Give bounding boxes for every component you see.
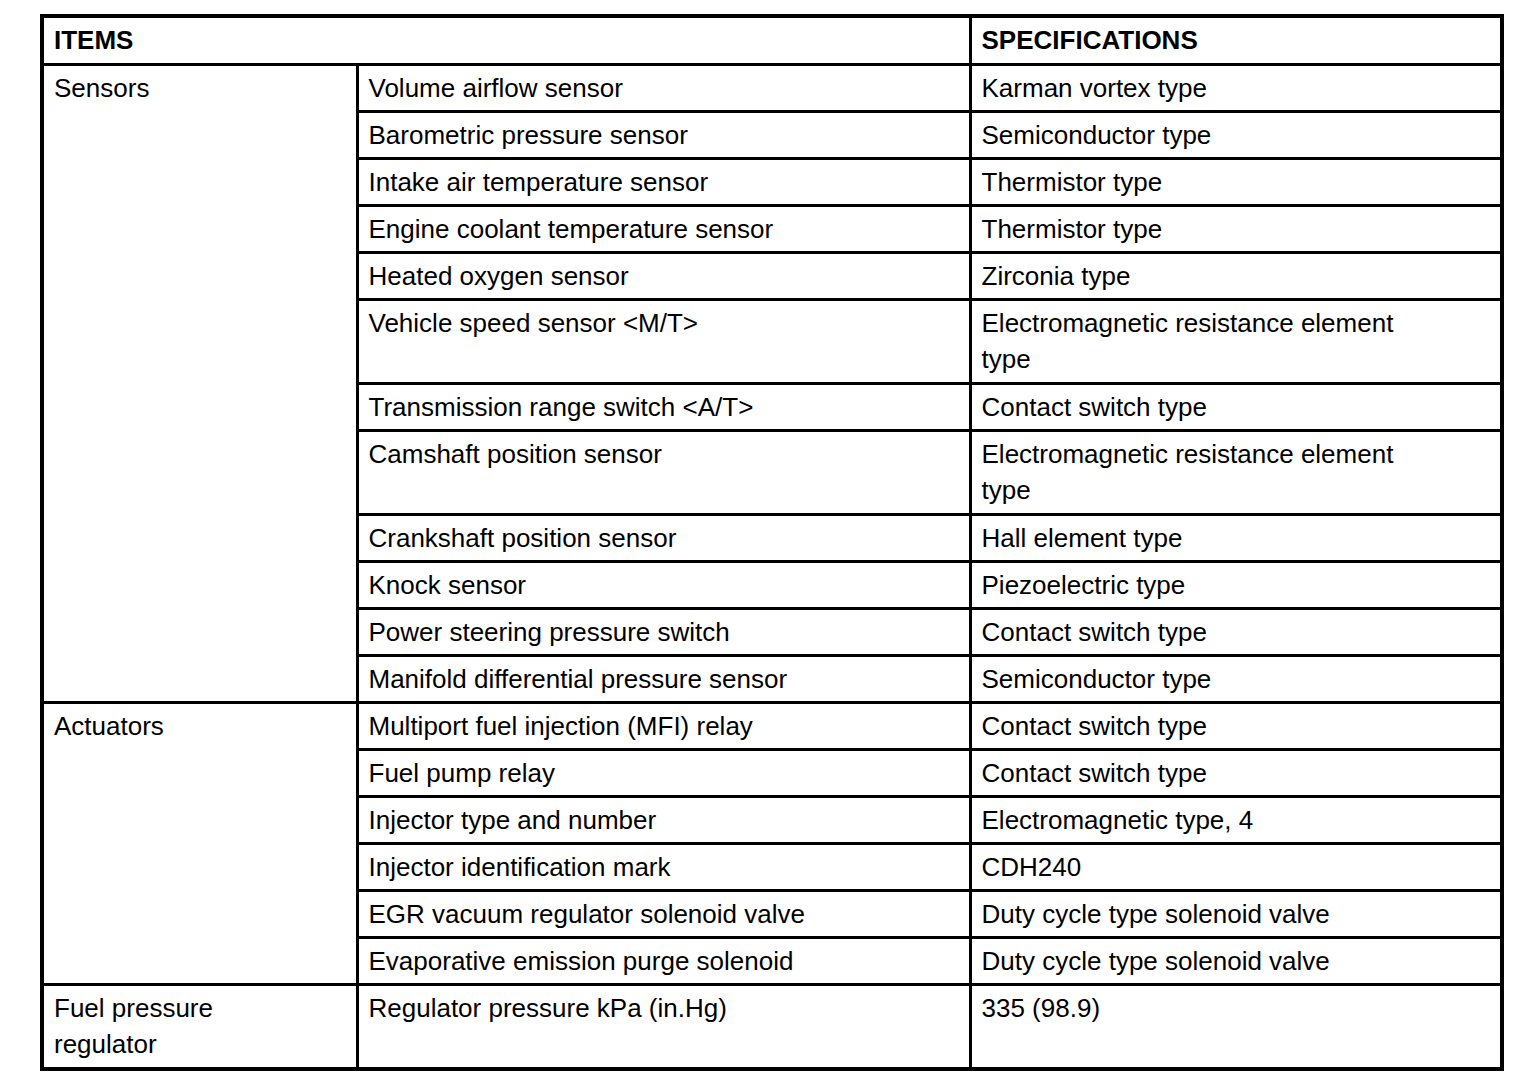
item-cell: Power steering pressure switch [357, 608, 970, 655]
category-cell-actuators: Actuators [42, 702, 357, 984]
spec-cell: Semiconductor type [970, 111, 1502, 158]
item-cell: Volume airflow sensor [357, 64, 970, 111]
spec-cell: Hall element type [970, 514, 1502, 561]
table-row: Sensors Volume airflow sensor Karman vor… [42, 64, 1502, 111]
spec-cell: Electromagnetic resistance element type [970, 430, 1502, 514]
spec-cell: Electromagnetic resistance element type [970, 299, 1502, 383]
specifications-table: ITEMS SPECIFICATIONS Sensors Volume airf… [40, 14, 1504, 1071]
column-header-specifications: SPECIFICATIONS [970, 16, 1502, 64]
spec-cell: Piezoelectric type [970, 561, 1502, 608]
table-row: Actuators Multiport fuel injection (MFI)… [42, 702, 1502, 749]
item-cell: Manifold differential pressure sensor [357, 655, 970, 702]
item-cell: Injector type and number [357, 796, 970, 843]
item-cell: Engine coolant temperature sensor [357, 205, 970, 252]
item-cell: EGR vacuum regulator solenoid valve [357, 890, 970, 937]
item-cell: Regulator pressure kPa (in.Hg) [357, 984, 970, 1069]
column-header-items: ITEMS [42, 16, 970, 64]
spec-cell: Contact switch type [970, 608, 1502, 655]
item-cell: Intake air temperature sensor [357, 158, 970, 205]
spec-cell: Duty cycle type solenoid valve [970, 937, 1502, 984]
spec-cell: Duty cycle type solenoid valve [970, 890, 1502, 937]
item-cell: Knock sensor [357, 561, 970, 608]
spec-cell: Electromagnetic type, 4 [970, 796, 1502, 843]
item-cell: Injector identification mark [357, 843, 970, 890]
item-cell: Transmission range switch <A/T> [357, 383, 970, 430]
spec-cell: Semiconductor type [970, 655, 1502, 702]
table-row: Fuel pressure regulator Regulator pressu… [42, 984, 1502, 1069]
item-cell: Vehicle speed sensor <M/T> [357, 299, 970, 383]
table-header-row: ITEMS SPECIFICATIONS [42, 16, 1502, 64]
spec-cell: Karman vortex type [970, 64, 1502, 111]
spec-cell: Contact switch type [970, 383, 1502, 430]
item-cell: Multiport fuel injection (MFI) relay [357, 702, 970, 749]
spec-cell: Zirconia type [970, 252, 1502, 299]
spec-cell: Thermistor type [970, 158, 1502, 205]
spec-cell: Contact switch type [970, 702, 1502, 749]
spec-cell: Thermistor type [970, 205, 1502, 252]
item-cell: Camshaft position sensor [357, 430, 970, 514]
item-cell: Fuel pump relay [357, 749, 970, 796]
spec-cell: 335 (98.9) [970, 984, 1502, 1069]
item-cell: Evaporative emission purge solenoid [357, 937, 970, 984]
spec-cell: Contact switch type [970, 749, 1502, 796]
category-cell-sensors: Sensors [42, 64, 357, 702]
item-cell: Heated oxygen sensor [357, 252, 970, 299]
item-cell: Barometric pressure sensor [357, 111, 970, 158]
category-cell-fuel-pressure-regulator: Fuel pressure regulator [42, 984, 357, 1069]
spec-cell: CDH240 [970, 843, 1502, 890]
item-cell: Crankshaft position sensor [357, 514, 970, 561]
